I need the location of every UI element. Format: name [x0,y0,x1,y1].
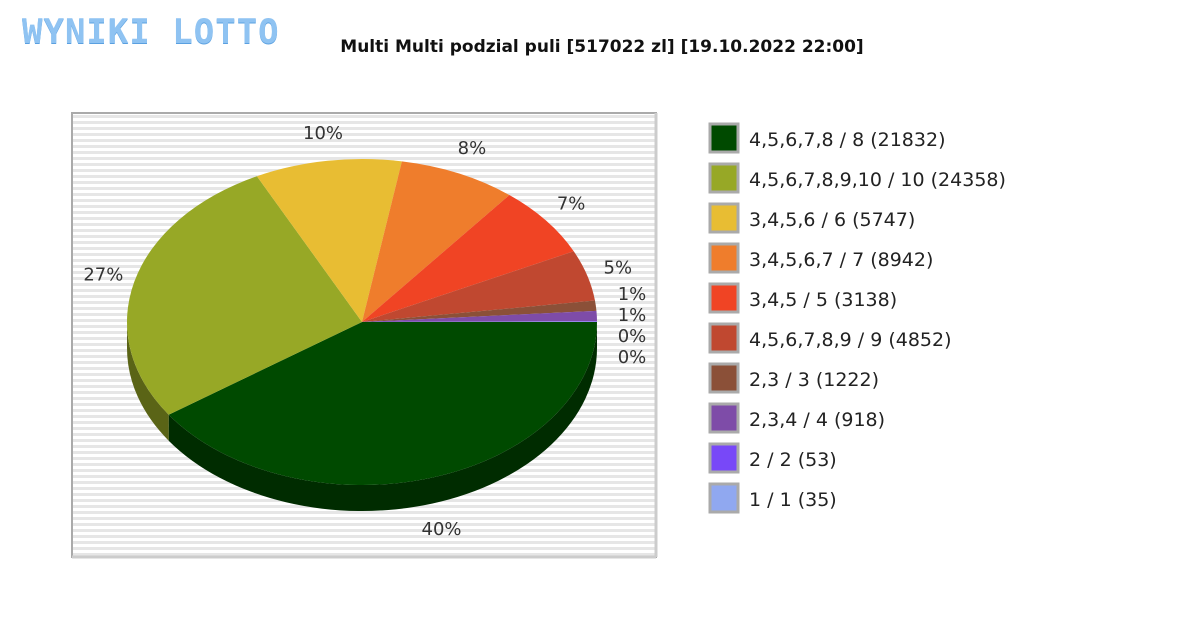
pie-percent-label: 40% [422,519,462,540]
legend-label: 4,5,6,7,8,9 / 9 (4852) [749,329,952,351]
legend-swatch [708,122,740,154]
pie-percent-label: 10% [303,123,343,144]
legend-label: 2,3 / 3 (1222) [749,369,879,391]
pie-percent-label: 1% [618,284,647,305]
pie-percent-label: 1% [618,305,647,326]
legend-swatch [708,482,740,514]
chart-title: Multi Multi podzial puli [517022 zl] [19… [340,37,864,57]
pie-slice [362,321,597,322]
pie-slice-side [127,322,169,441]
legend-label: 3,4,5,6 / 6 (5747) [749,209,915,231]
pie-percent-label: 7% [557,193,586,214]
pie-slice [362,195,574,322]
legend-swatch [708,202,740,234]
legend-label: 1 / 1 (35) [749,489,837,511]
pie-slice [362,251,595,322]
pie-slice [168,322,597,485]
legend-swatch [708,162,740,194]
legend-label: 4,5,6,7,8 / 8 (21832) [749,129,945,151]
pie-percent-label: 5% [604,257,633,278]
legend-swatch [708,442,740,474]
pie-slice [256,158,402,322]
legend-swatch [708,282,740,314]
pie-percent-label: 0% [618,326,647,347]
legend-swatch [708,322,740,354]
pie-slice [362,310,597,322]
legend-label: 2 / 2 (53) [749,449,837,471]
pie-slice [127,176,362,415]
legend-label: 4,5,6,7,8,9,10 / 10 (24358) [749,169,1006,191]
logo: WYNIKI LOTTO [22,12,280,52]
legend-label: 2,3,4 / 4 (918) [749,409,885,431]
legend-label: 3,4,5 / 5 (3138) [749,289,897,311]
pie-slice [362,161,510,322]
legend-swatch [708,402,740,434]
legend-swatch [708,242,740,274]
pie-slice-side [168,322,597,511]
pie-percent-label: 0% [618,347,647,368]
pie-percent-label: 8% [458,138,487,159]
legend-swatch [708,362,740,394]
pie-slice [362,300,597,322]
legend-label: 3,4,5,6,7 / 7 (8942) [749,249,933,271]
pie-percent-label: 27% [83,265,123,286]
